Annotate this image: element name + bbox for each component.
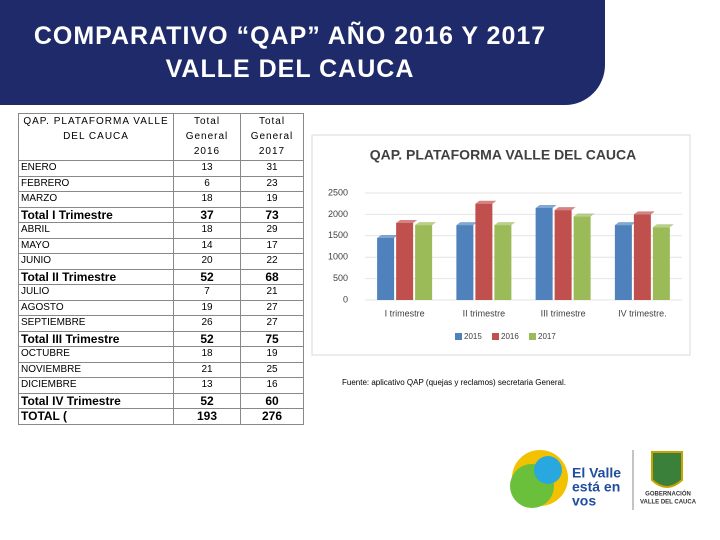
brand-logo: El Valle está en vos GOBERNACIÓN VALLE D… — [510, 450, 697, 510]
table-row: TOTAL (193 276 — [18, 408, 304, 425]
table-row: SEPTIEMBRE 26 27 — [18, 315, 304, 332]
bar — [554, 210, 572, 300]
bar-top — [614, 222, 636, 226]
table-cell: 276 — [240, 408, 304, 425]
y-tick-label: 2500 — [328, 187, 348, 197]
y-tick-label: 2000 — [328, 209, 348, 219]
bar-top — [633, 211, 655, 215]
table-row: JUNIO 20 22 — [18, 253, 304, 270]
data-table: QAP. PLATAFORMA VALLE DEL CAUCA Total Gen… — [18, 113, 304, 425]
legend-label: 2017 — [538, 332, 556, 341]
legend-swatch — [455, 333, 462, 340]
bar — [633, 214, 651, 300]
y-tick-label: 1500 — [328, 230, 348, 240]
bar — [652, 227, 670, 300]
table-cell: TOTAL ( — [18, 408, 174, 425]
title-banner — [0, 0, 605, 105]
table-cell: Total General 2016 — [173, 113, 241, 161]
brand-text: El Valle — [572, 465, 621, 481]
table-cell: Total General 2017 — [240, 113, 304, 161]
bar — [573, 216, 591, 300]
bar-top — [573, 213, 595, 217]
legend-swatch — [529, 333, 536, 340]
table-cell: QAP. PLATAFORMA VALLE DEL CAUCA — [18, 113, 174, 161]
table-cell: 193 — [173, 408, 241, 425]
table-row: Total II Trimestre 52 68 — [18, 268, 304, 285]
table-cell: Total II Trimestre — [18, 268, 174, 285]
coat-of-arms — [651, 451, 683, 488]
legend-swatch — [492, 333, 499, 340]
table-row: OCTUBRE 18 19 — [18, 346, 304, 363]
table-row: QAP. PLATAFORMA VALLE DEL CAUCA Total Gen… — [18, 113, 304, 161]
bar-top — [535, 204, 557, 208]
chart-title: QAP. PLATAFORMA VALLE DEL CAUCA — [370, 147, 637, 163]
legend-label: 2016 — [501, 332, 519, 341]
x-tick-label: IV trimestre. — [618, 308, 667, 318]
bar — [456, 225, 474, 300]
source-note: Fuente: aplicativo QAP (quejas y reclamo… — [342, 378, 566, 387]
x-tick-label: III trimestre — [541, 308, 586, 318]
y-tick-label: 1000 — [328, 252, 348, 262]
bar-top — [554, 207, 576, 211]
bar — [475, 203, 493, 300]
brand-text: vos — [572, 493, 596, 509]
bar-top — [415, 222, 437, 226]
table-row: MARZO 18 19 — [18, 191, 304, 208]
bar-top — [494, 222, 516, 226]
bar-top — [475, 200, 497, 204]
y-tick-label: 0 — [343, 294, 348, 304]
legend-label: 2015 — [464, 332, 482, 341]
brand-text: está en — [572, 479, 620, 495]
table-row: MAYO 14 17 — [18, 237, 304, 254]
government-text: VALLE DEL CAUCA — [640, 500, 697, 506]
logo-shape — [534, 456, 562, 484]
bar — [494, 225, 512, 300]
bar-top — [456, 222, 478, 226]
slide-title: COMPARATIVO “QAP” AÑO 2016 Y 2017 VALLE … — [33, 22, 547, 83]
bar — [396, 222, 414, 300]
x-tick-label: I trimestre — [385, 308, 425, 318]
bar — [377, 237, 395, 300]
bar-top — [396, 219, 418, 223]
y-tick-label: 500 — [333, 273, 348, 283]
bar-top — [652, 224, 674, 228]
table-row: ABRIL 18 29 — [18, 222, 304, 239]
bar — [415, 225, 433, 300]
government-text: GOBERNACIÓN — [645, 490, 691, 498]
bar-top — [377, 234, 399, 238]
bar — [614, 225, 632, 300]
bar — [535, 207, 553, 300]
x-tick-label: II trimestre — [463, 308, 506, 318]
